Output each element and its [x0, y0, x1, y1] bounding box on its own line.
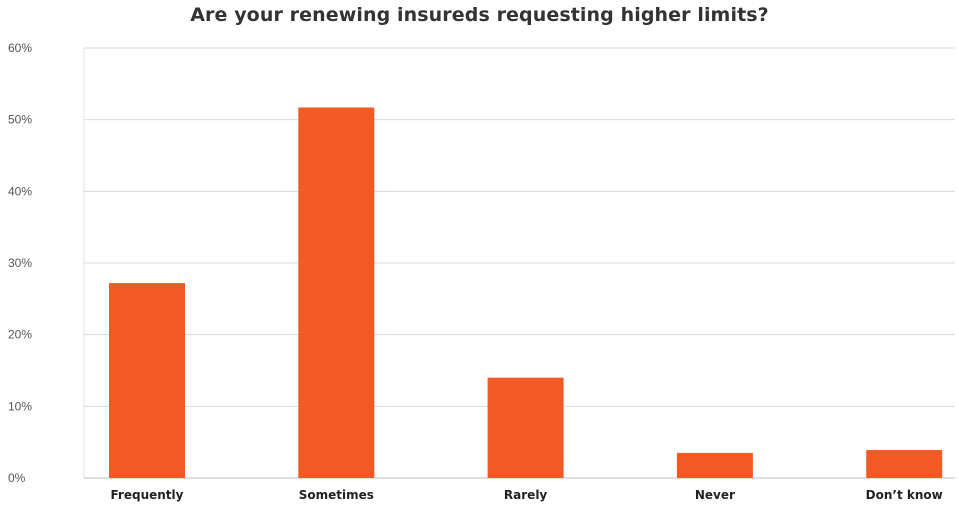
- y-tick-label: 40%: [8, 184, 32, 198]
- x-category-label: Frequently: [111, 488, 184, 502]
- y-tick-label: 30%: [8, 256, 32, 270]
- y-tick-label: 60%: [8, 41, 32, 55]
- bar-sometimes: [298, 107, 375, 478]
- y-tick-label: 0%: [8, 471, 26, 485]
- y-tick-label: 10%: [8, 399, 32, 413]
- bar-rarely: [487, 377, 564, 478]
- bar-don-t-know: [866, 450, 943, 478]
- y-axis-ticks: 0% 10% 20% 30% 40% 50% 60%: [8, 41, 32, 485]
- x-category-label: Never: [695, 488, 735, 502]
- bars: [109, 107, 943, 478]
- y-tick-label: 50%: [8, 113, 32, 127]
- bar-frequently: [109, 283, 185, 478]
- x-axis-labels: Frequently Sometimes Rarely Never Don’t know: [111, 488, 943, 502]
- chart-title: Are your renewing insureds requesting hi…: [190, 4, 769, 26]
- bar-never: [676, 452, 753, 478]
- x-category-label: Rarely: [504, 488, 548, 502]
- x-category-label: Don’t know: [866, 488, 943, 502]
- y-tick-label: 20%: [8, 328, 32, 342]
- x-category-label: Sometimes: [299, 488, 374, 502]
